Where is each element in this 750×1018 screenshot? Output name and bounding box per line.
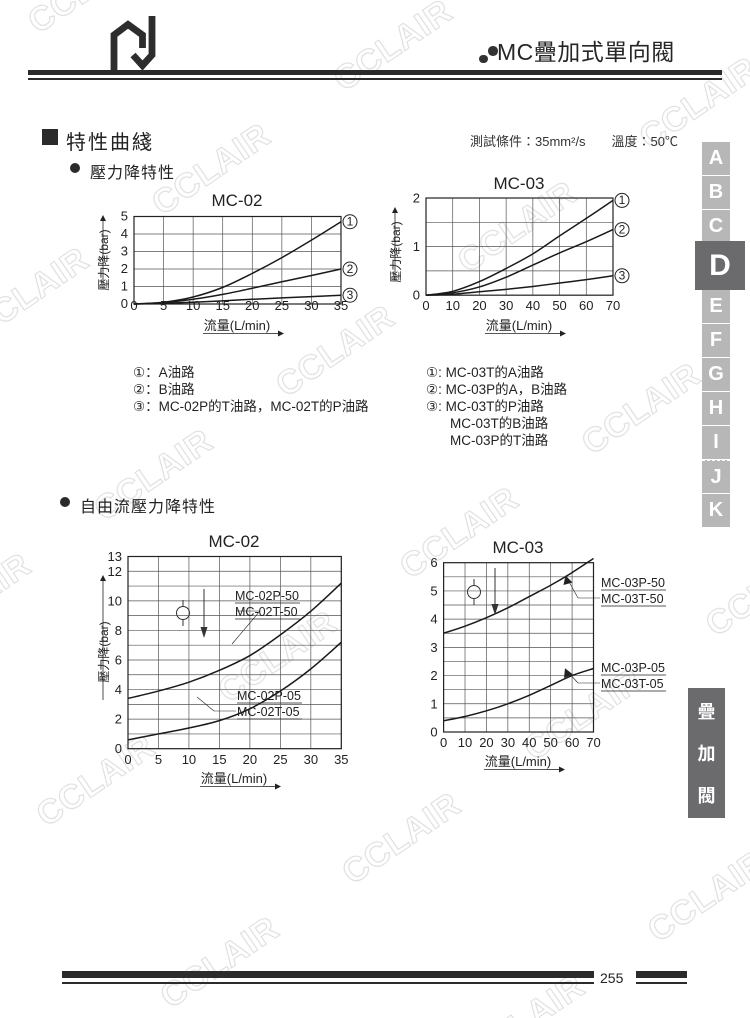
svg-text:60: 60: [565, 735, 579, 750]
svg-text:70: 70: [586, 735, 600, 750]
svg-text:10: 10: [458, 735, 472, 750]
svg-text:4: 4: [430, 612, 437, 627]
svg-text:MC-03T-05: MC-03T-05: [601, 677, 664, 691]
svg-text:1: 1: [430, 696, 437, 711]
svg-text:20: 20: [479, 735, 493, 750]
svg-text:MC-03: MC-03: [492, 538, 543, 557]
svg-text:2: 2: [430, 668, 437, 683]
svg-text:MC-03P-05: MC-03P-05: [601, 661, 665, 675]
svg-text:6: 6: [430, 555, 437, 570]
svg-text:50: 50: [543, 735, 557, 750]
svg-text:3: 3: [430, 640, 437, 655]
svg-text:5: 5: [430, 583, 437, 598]
svg-text:0: 0: [440, 735, 447, 750]
svg-text:40: 40: [522, 735, 536, 750]
svg-text:MC-03P-50: MC-03P-50: [601, 576, 665, 590]
svg-text:30: 30: [501, 735, 515, 750]
svg-text:MC-03T-50: MC-03T-50: [601, 592, 664, 606]
svg-text:0: 0: [430, 725, 437, 740]
svg-text:流量(L/min): 流量(L/min): [485, 754, 551, 769]
